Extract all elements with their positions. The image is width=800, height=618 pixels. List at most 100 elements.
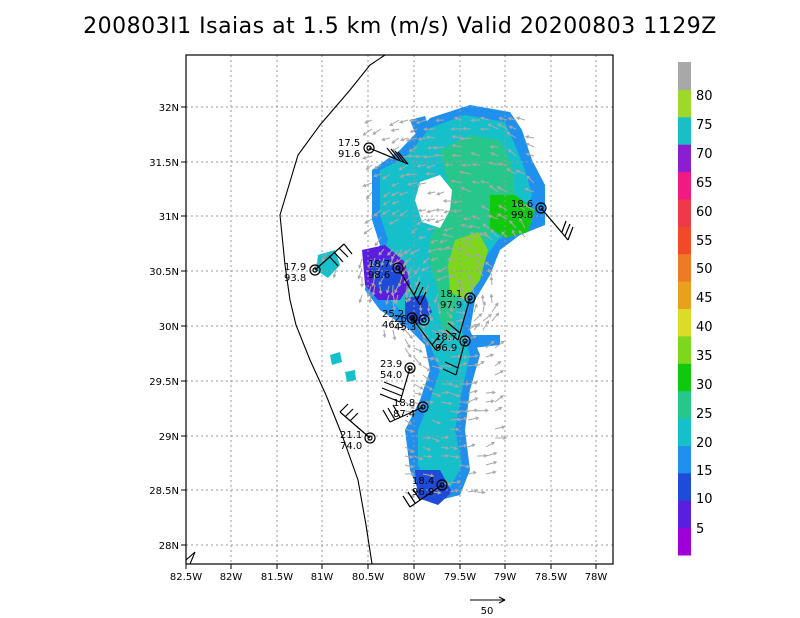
wind-vector-arrow — [467, 397, 479, 403]
wind-vector-arrow — [446, 302, 454, 313]
wind-vector-arrow — [360, 277, 364, 288]
axis-ticks — [181, 106, 597, 569]
lon-label: 78W — [585, 572, 608, 583]
wind-vector-arrow — [374, 236, 382, 247]
wind-vector-arrow — [407, 266, 412, 276]
wind-vector-arrow — [476, 453, 488, 458]
wind-vector-arrow — [357, 267, 363, 280]
wind-vector-arrow — [433, 293, 439, 304]
wind-vector-arrow — [497, 162, 508, 167]
wind-vector-arrow — [473, 322, 481, 331]
wind-vector-arrow — [524, 135, 535, 139]
wind-vector-arrow — [422, 356, 435, 361]
wind-vector-arrow — [468, 274, 475, 286]
wind-vector-arrow — [440, 435, 450, 440]
wind-vector-arrow — [482, 313, 493, 322]
wind-vector-arrow — [413, 347, 423, 353]
wind-vector-arrow — [422, 473, 435, 478]
wind-vector-arrow — [405, 137, 418, 142]
wind-vector-arrow — [389, 119, 400, 127]
wind-vector-arrow — [431, 365, 444, 370]
wind-vector-arrow — [371, 275, 376, 287]
wind-vector-arrow — [485, 442, 496, 448]
wind-vector-arrow — [407, 154, 418, 159]
wind-vector-arrow — [390, 191, 400, 196]
wind-vector-arrow — [378, 275, 385, 286]
wind-vector-arrow — [487, 214, 499, 220]
wind-vector-arrow — [440, 446, 450, 450]
colorbar-segment — [678, 500, 691, 529]
wind-vector-arrow — [518, 230, 526, 238]
colorbar-label: 35 — [696, 349, 713, 364]
wind-vector-arrow — [507, 149, 517, 157]
wind-vector-arrow — [426, 209, 436, 214]
colorbar-segment — [678, 62, 691, 90]
wind-vector-arrow — [408, 146, 418, 152]
wind-vector-arrow — [449, 446, 458, 450]
wind-vector-arrow — [484, 261, 493, 268]
wind-vector-arrow — [380, 257, 385, 267]
plot-title: 200803I1 Isaias at 1.5 km (m/s) Valid 20… — [83, 14, 717, 39]
wind-vector-arrow — [506, 168, 517, 175]
wind-vector-arrow — [390, 311, 395, 324]
wind-vector-arrow — [488, 268, 493, 277]
wind-shading-area — [330, 352, 342, 365]
wind-vector-arrow — [332, 269, 337, 279]
wind-vector-arrow — [462, 216, 472, 221]
wind-vector-arrow — [443, 227, 454, 232]
wind-vector-arrow — [437, 302, 442, 315]
svg-text:17.5: 17.5 — [338, 138, 360, 149]
wind-vector-arrow — [526, 175, 535, 184]
wind-vector-arrow — [422, 338, 430, 346]
station-marker: 18.6 99.8 — [511, 199, 574, 241]
lat-label: 29.5N — [149, 377, 179, 388]
coastline — [186, 55, 386, 564]
wind-vector-arrow — [494, 395, 504, 403]
colorbar-label: 80 — [696, 89, 713, 104]
svg-text:18.7: 18.7 — [368, 259, 390, 270]
svg-text:98.6: 98.6 — [368, 270, 390, 281]
station-marker: 21.1 74.0 — [339, 403, 376, 452]
wind-vector-arrow — [391, 200, 400, 205]
wind-vector-arrow — [372, 128, 382, 135]
lat-label: 29N — [159, 432, 179, 443]
wind-vector-arrow — [485, 399, 495, 404]
wind-vector-arrow — [442, 233, 454, 238]
wind-vector-arrow — [414, 154, 427, 159]
wind-vector-arrow — [515, 116, 526, 121]
wind-vector-arrow — [398, 164, 409, 171]
svg-text:18.8: 18.8 — [393, 398, 415, 409]
wind-vector-arrow — [413, 392, 423, 396]
wind-vector-arrow — [500, 231, 508, 238]
wind-vector-arrow — [431, 419, 441, 425]
longitude-labels: 82.5W 82W 81.5W 81W 80.5W 80W 79.5W 79W … — [170, 572, 607, 583]
wind-vector-arrow — [485, 470, 497, 475]
colorbar-segment — [678, 308, 691, 337]
wind-vector-arrow — [482, 223, 490, 229]
wind-vector-arrow — [385, 294, 390, 305]
wind-vector-arrow — [460, 286, 466, 295]
wind-vector-arrow — [449, 329, 458, 334]
colorbar-label: 60 — [696, 205, 713, 220]
wind-vector-arrow — [387, 248, 394, 256]
wind-vector-arrow — [408, 118, 418, 123]
wind-vector-arrow — [415, 119, 427, 125]
wind-vector-arrow — [467, 354, 479, 358]
wind-vector-arrow — [431, 338, 442, 347]
wind-shading-area — [470, 335, 500, 348]
wind-vector-arrow — [471, 180, 481, 184]
lat-label: 31N — [159, 212, 179, 223]
colorbar-segment — [678, 445, 691, 474]
svg-text:91.6: 91.6 — [338, 149, 360, 160]
colorbar-segment — [678, 89, 691, 118]
wind-vector-arrow — [423, 127, 436, 132]
wind-vector-arrow — [422, 436, 432, 440]
wind-vector-arrow — [494, 370, 505, 376]
wind-vector-arrow — [404, 338, 411, 349]
colorbar-segment — [678, 253, 691, 282]
wind-vector-arrow — [524, 187, 535, 193]
wind-vector-arrow — [404, 455, 414, 459]
wind-vector-arrow — [397, 248, 403, 257]
colorbar-label: 70 — [696, 147, 713, 162]
colorbar-segment — [678, 171, 691, 200]
